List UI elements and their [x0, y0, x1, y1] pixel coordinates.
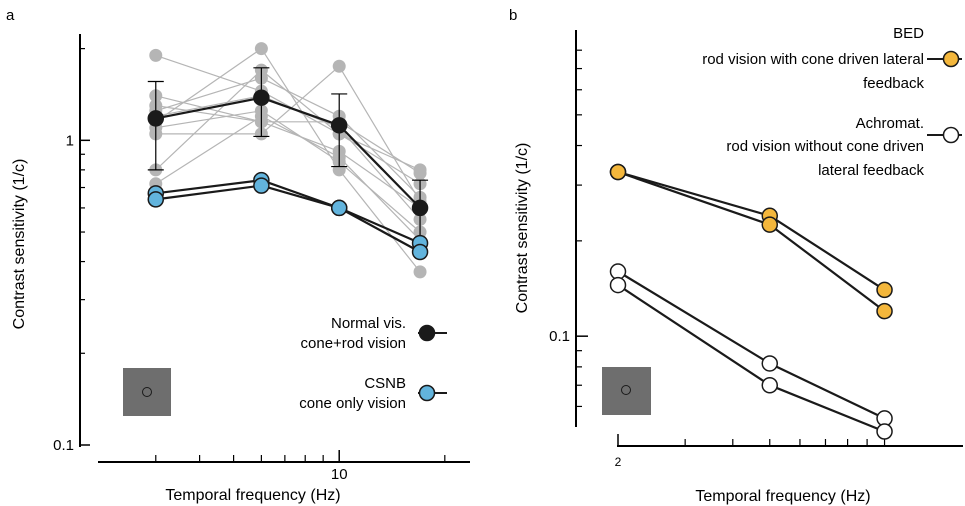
panel-b-label: b	[509, 7, 517, 24]
panel-a-individual-traces	[149, 42, 427, 279]
legend-achromat-marker	[942, 126, 960, 144]
legend-csnb-subtitle: cone only vision	[299, 395, 406, 412]
legend-achromat-line3: lateral feedback	[818, 162, 924, 179]
bed-series-line	[617, 170, 886, 291]
bed-data-point	[876, 281, 893, 299]
panel-a-series	[147, 67, 429, 261]
legend-normal-subtitle: cone+rod vision	[301, 335, 406, 352]
csnb-series-line	[155, 184, 421, 253]
individual-trace-line	[155, 47, 421, 273]
panel-a-y-tick-label: 0.1	[53, 437, 74, 454]
stimulus-spot-icon	[621, 385, 631, 395]
legend-csnb-title: CSNB	[364, 375, 406, 392]
legend-normal-title: Normal vis.	[331, 315, 406, 332]
panel-b-x-tick-label: 2	[615, 455, 622, 469]
individual-data-point	[332, 59, 346, 73]
achromat-data-point	[609, 263, 627, 280]
individual-trace-line	[155, 54, 421, 185]
individual-data-point	[149, 48, 163, 62]
normal-series-line	[155, 96, 421, 209]
legend-bed-title: BED	[893, 25, 924, 42]
panel-b-legend: BED rod vision with cone driven lateral …	[702, 25, 962, 179]
achromat-data-point	[761, 355, 779, 372]
normal-data-point	[147, 110, 165, 127]
individual-trace-line	[155, 65, 421, 202]
legend-achromat-line2: rod vision without cone driven	[726, 138, 924, 155]
stimulus-square-icon	[123, 368, 171, 416]
legend-bed-marker	[942, 50, 960, 68]
achromat-series-line	[617, 270, 885, 420]
bed-data-point	[609, 163, 627, 181]
bed-data-point	[761, 216, 779, 233]
legend-normal-marker	[418, 324, 436, 342]
csnb-data-point	[330, 199, 348, 217]
legend-csnb-marker	[418, 384, 436, 402]
panel-b-axes: 0.12	[549, 30, 963, 469]
individual-trace-line	[155, 110, 421, 233]
bed-series-line	[617, 170, 886, 312]
achromat-data-point	[876, 423, 893, 440]
panel-a-x-tick-label: 10	[331, 466, 348, 483]
panel-b: b 0.12 Temporal frequency (Hz) Contrast …	[509, 7, 963, 505]
normal-data-point	[330, 117, 348, 134]
panel-a-x-axis-title: Temporal frequency (Hz)	[165, 487, 340, 504]
individual-trace-line	[155, 77, 421, 198]
achromat-series-line	[617, 284, 885, 433]
individual-data-point	[254, 42, 268, 56]
individual-data-point	[413, 265, 427, 279]
csnb-data-point	[147, 191, 165, 208]
individual-trace-line	[155, 69, 421, 171]
csnb-series-line	[155, 179, 421, 245]
panel-a-y-tick-label: 1	[66, 132, 74, 149]
panel-a-y-axis-title: Contrast sensitivity (1/c)	[11, 159, 28, 330]
legend-bed-line2: rod vision with cone driven lateral	[702, 51, 924, 68]
panel-b-series	[609, 163, 893, 440]
csnb-data-point	[411, 243, 429, 261]
csnb-data-point	[253, 177, 270, 194]
achromat-data-point	[761, 376, 779, 394]
panel-b-x-axis-title: Temporal frequency (Hz)	[695, 488, 870, 505]
individual-trace-line	[155, 115, 421, 241]
individual-data-point	[413, 166, 427, 180]
panel-a-label: a	[6, 7, 15, 24]
legend-achromat-title: Achromat.	[856, 115, 924, 132]
achromat-data-point	[609, 276, 627, 294]
normal-data-point	[411, 199, 429, 217]
panel-a-axes: 0.1 1 10	[53, 34, 470, 483]
panel-a: a 0.1 1 10 Temporal frequency (Hz) Contras…	[6, 7, 470, 504]
panel-a-legend: Normal vis. cone+rod vision CSNB cone on…	[299, 315, 447, 412]
panel-b-y-axis-title: Contrast sensitivity (1/c)	[514, 143, 531, 314]
stimulus-square-icon	[602, 367, 651, 415]
stimulus-spot-icon	[142, 387, 152, 397]
bed-data-point	[876, 302, 893, 320]
normal-data-point	[253, 89, 270, 106]
legend-bed-line3: feedback	[863, 75, 924, 92]
panel-b-y-tick-label: 0.1	[549, 328, 570, 345]
